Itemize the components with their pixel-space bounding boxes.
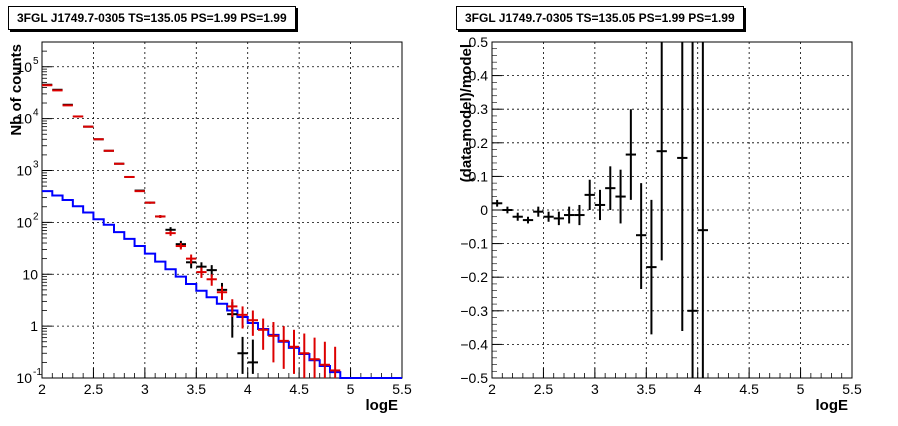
x-tick-label: 4.5 xyxy=(289,381,309,397)
series-0 xyxy=(492,42,708,378)
x-tick-label: 2 xyxy=(488,381,496,397)
y-tick-label: 0.5 xyxy=(469,34,489,50)
y-tick-label: 0.2 xyxy=(469,135,489,151)
y-tick-label: −0.1 xyxy=(460,236,488,252)
x-tick-label: 4 xyxy=(244,381,252,397)
y-axis-label: (data-model)/model xyxy=(458,44,475,182)
x-tick-label: 4 xyxy=(694,381,702,397)
x-tick-label: 3 xyxy=(591,381,599,397)
y-tick-exponent: 5 xyxy=(33,56,39,67)
y-tick-label: 0 xyxy=(480,202,488,218)
y-tick-label: 0.4 xyxy=(469,68,489,84)
plot-frame xyxy=(41,41,403,379)
y-tick-label: 10 xyxy=(22,266,38,282)
x-axis-label: logE xyxy=(816,397,849,414)
x-tick-label: 2.5 xyxy=(534,381,554,397)
model-histogram-line xyxy=(42,190,402,379)
y-tick-label: 0.1 xyxy=(469,168,489,184)
panel-title-left: 3FGL J1749.7-0305 TS=135.05 PS=1.99 PS=1… xyxy=(8,6,296,30)
y-tick-label: 10 xyxy=(16,214,32,230)
panel-title-right: 3FGL J1749.7-0305 TS=135.05 PS=1.99 PS=1… xyxy=(456,6,744,30)
x-axis-label: logE xyxy=(366,397,399,414)
x-tick-label: 2.5 xyxy=(84,381,104,397)
x-tick-label: 2 xyxy=(38,381,46,397)
y-tick-label: 10 xyxy=(16,163,32,179)
y-tick-label: −0.2 xyxy=(460,269,488,285)
y-tick-label: 1 xyxy=(30,318,38,334)
y-tick-label: 10 xyxy=(16,111,32,127)
plot-frame xyxy=(491,41,853,379)
y-tick-label: −0.5 xyxy=(460,370,488,386)
x-tick-label: 5.5 xyxy=(842,381,862,397)
x-tick-label: 3 xyxy=(141,381,149,397)
x-tick-label: 3.5 xyxy=(637,381,657,397)
y-tick-label: 10 xyxy=(16,370,32,386)
y-tick-label: −0.3 xyxy=(460,303,488,319)
x-tick-label: 5.5 xyxy=(392,381,412,397)
x-tick-label: 5 xyxy=(347,381,355,397)
y-tick-label: 10 xyxy=(16,59,32,75)
panel-residuals: 2 2.5 3 3.5 4 4.5 5 5.5 −0.5 −0.4 −0.3 −0.2 −0.1 0 0.1… xyxy=(458,34,862,414)
y-tick-exponent: 3 xyxy=(33,160,39,171)
series-2 xyxy=(42,84,341,378)
x-tick-label: 4.5 xyxy=(739,381,759,397)
y-tick-exponent: 2 xyxy=(33,211,39,222)
series-1 xyxy=(42,83,258,374)
series-0 xyxy=(42,190,402,379)
y-tick-exponent: -1 xyxy=(33,367,42,378)
y-tick-label: −0.4 xyxy=(460,336,488,352)
y-axis-label: Nb of counts xyxy=(8,44,25,136)
x-tick-label: 3.5 xyxy=(187,381,207,397)
y-tick-label: 0.3 xyxy=(469,101,489,117)
y-tick-exponent: 4 xyxy=(33,108,39,119)
x-tick-label: 5 xyxy=(797,381,805,397)
